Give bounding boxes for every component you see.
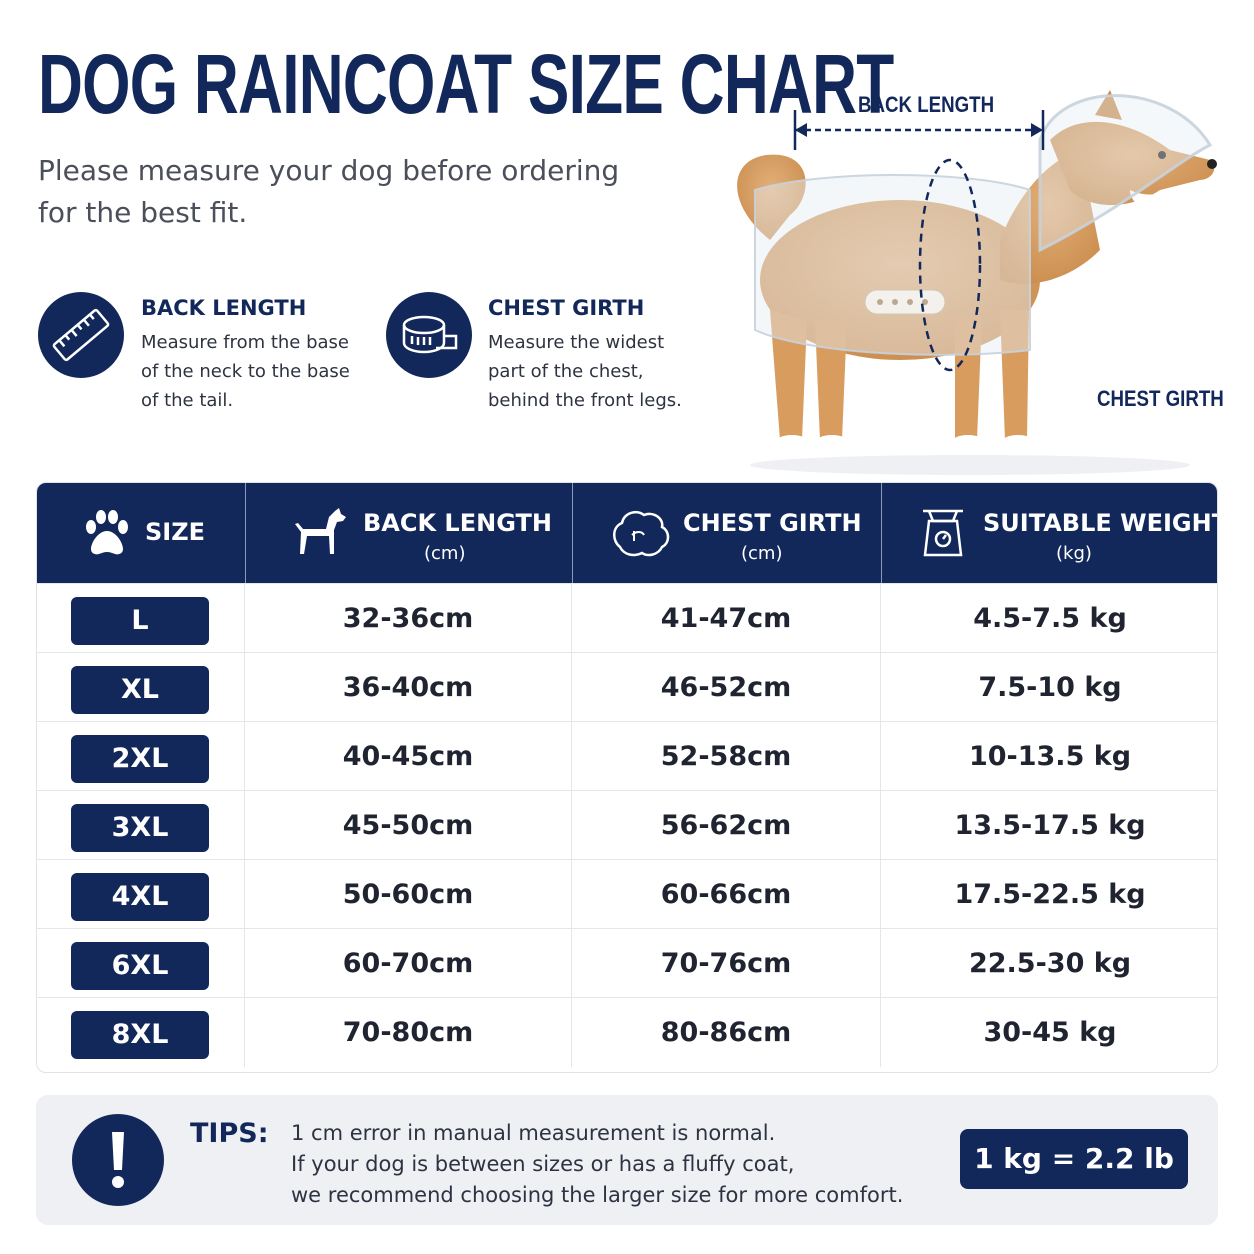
table-cell: 50-60cm [245,860,572,929]
table-cell: 60-66cm [572,860,881,929]
table-cell: 70-76cm [572,929,881,998]
table-header: SIZE BACK LENGTH (cm) CHEST GIRTH (cm) S… [37,483,1218,583]
size-pill: 6XL [71,942,209,990]
table-cell: 40-45cm [245,722,572,791]
title: DOG RAINCOAT SIZE CHART [38,37,894,131]
table-cell: 30-45 kg [983,1017,1117,1048]
measure-line: Measure the widest [488,332,665,353]
tip-line: If your dog is between sizes or has a fl… [291,1152,795,1176]
header-cell: BACK LENGTH (cm) [245,483,573,583]
scale-icon [923,509,963,557]
header-unit: (kg) [1056,543,1092,564]
size-cell: 2XL [37,722,245,791]
size-cell: 3XL [37,791,245,860]
diagram-label: CHEST GIRTH [1097,386,1224,411]
header-label: BACK LENGTH [363,509,552,537]
table-cell: 70-80cm [245,998,572,1067]
table-cell: 60-70cm [245,929,572,998]
table-cell: 10-13.5 kg [968,741,1132,772]
table-cell: 41-47cm [572,584,881,653]
table-cell: 17.5-22.5 kg [954,879,1146,910]
header-cell: CHEST GIRTH (cm) [572,483,882,583]
measure-text: Measure the widest part of the chest, be… [488,328,682,415]
tip-line: we recommend choosing the larger size fo… [291,1183,904,1207]
size-cell: 8XL [37,998,245,1067]
measure-line: behind the front legs. [488,390,682,411]
size-pill: 4XL [71,873,209,921]
table-row: 8XL 70-80cm 80-86cm 30-45 kg [37,997,1217,1067]
measure-title: CHEST GIRTH [488,296,645,320]
size-cell: 6XL [37,929,245,998]
measure-text: Measure from the base of the neck to the… [141,328,350,415]
table-row: L 32-36cm 41-47cm 4.5-7.5 kg [37,583,1217,653]
table-cell: 4.5-7.5 kg [973,603,1127,634]
size-pill: L [71,597,209,645]
measure-title: BACK LENGTH [141,296,307,320]
tips-label: TIPS: [190,1118,269,1149]
table-row: 6XL 60-70cm 70-76cm 22.5-30 kg [37,928,1217,998]
header-cell: SUITABLE WEIGHT (kg) [881,483,1218,583]
conversion-badge: 1 kg = 2.2 lb [960,1129,1188,1189]
dog-illustration [737,90,1217,475]
dog-icon [295,508,346,554]
tip-line: 1 cm error in manual measurement is norm… [291,1121,776,1145]
alert-icon [72,1114,164,1206]
size-pill: 8XL [71,1011,209,1059]
header-label: CHEST GIRTH [683,509,862,537]
header-label: SUITABLE WEIGHT [983,509,1218,537]
table-row: 3XL 45-50cm 56-62cm 13.5-17.5 kg [37,790,1217,860]
paw-icon [86,510,128,555]
table-cell: 36-40cm [245,653,572,722]
table-row: 2XL 40-45cm 52-58cm 10-13.5 kg [37,721,1217,791]
measure-line: Measure from the base [141,332,350,353]
subtitle: Please measure your dog before ordering … [38,154,620,229]
table-row: XL 36-40cm 46-52cm 7.5-10 kg [37,652,1217,722]
table-cell: 13.5-17.5 kg [954,810,1146,841]
ruler-icon [38,292,124,378]
size-pill: XL [71,666,209,714]
header-label: SIZE [145,518,206,546]
chest-icon [613,511,670,557]
table-row: 4XL 50-60cm 60-66cm 17.5-22.5 kg [37,859,1217,929]
table-cell: 22.5-30 kg [968,948,1132,979]
size-pill: 3XL [71,804,209,852]
measure-line: part of the chest, [488,361,644,382]
size-cell: XL [37,653,245,722]
table-cell: 32-36cm [245,584,572,653]
header-cell: SIZE [37,483,246,583]
diagram-label: BACK LENGTH [858,92,995,117]
size-pill: 2XL [71,735,209,783]
table-cell: 56-62cm [572,791,881,860]
header-unit: (cm) [424,543,466,564]
table-cell: 45-50cm [245,791,572,860]
measure-line: of the tail. [141,390,234,411]
table-cell: 7.5-10 kg [978,672,1122,703]
size-table: SIZE BACK LENGTH (cm) CHEST GIRTH (cm) S… [36,482,1218,1073]
table-cell: 46-52cm [572,653,881,722]
table-cell: 52-58cm [572,722,881,791]
measure-line: of the neck to the base [141,361,350,382]
table-cell: 80-86cm [572,998,881,1067]
tape-icon [386,292,472,378]
size-cell: 4XL [37,860,245,929]
size-cell: L [37,584,245,653]
header-unit: (cm) [741,543,783,564]
